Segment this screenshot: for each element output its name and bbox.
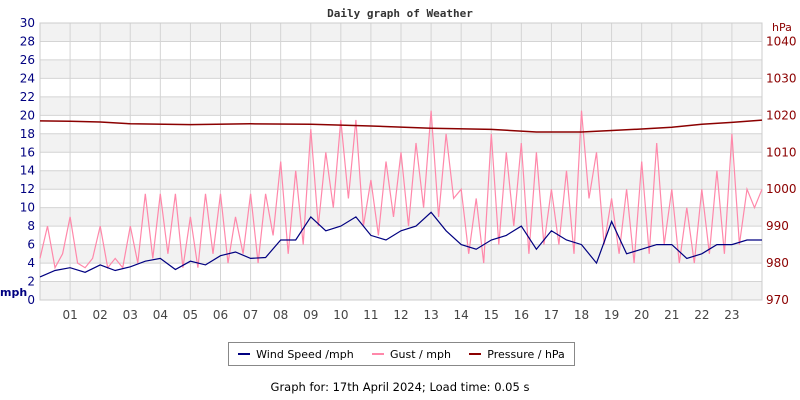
x-tick-label: 22 bbox=[694, 308, 709, 322]
legend-pressure: Pressure / hPa bbox=[469, 348, 565, 361]
left-axis-label: mph bbox=[0, 286, 27, 299]
left-tick-label: 4 bbox=[27, 256, 35, 270]
x-tick-label: 07 bbox=[243, 308, 258, 322]
left-tick-label: 30 bbox=[20, 16, 35, 30]
left-tick-label: 2 bbox=[27, 275, 35, 289]
right-tick-label: 1020 bbox=[766, 108, 797, 122]
x-tick-label: 02 bbox=[93, 308, 108, 322]
x-tick-label: 05 bbox=[183, 308, 198, 322]
left-tick-label: 20 bbox=[20, 108, 35, 122]
legend-wind: Wind Speed /mph bbox=[238, 348, 354, 361]
x-tick-label: 03 bbox=[123, 308, 138, 322]
chart-svg: Daily graph of Weather 02468101214161820… bbox=[0, 7, 797, 322]
pressure-swatch bbox=[469, 353, 482, 355]
legend: Wind Speed /mph Gust / mph Pressure / hP… bbox=[228, 342, 575, 366]
x-tick-label: 14 bbox=[454, 308, 469, 322]
x-tick-label: 04 bbox=[153, 308, 168, 322]
right-tick-label: 1010 bbox=[766, 145, 797, 159]
legend-gust: Gust / mph bbox=[372, 348, 451, 361]
left-tick-label: 26 bbox=[20, 53, 35, 67]
x-tick-label: 20 bbox=[634, 308, 649, 322]
legend-wind-label: Wind Speed /mph bbox=[256, 347, 354, 361]
x-tick-label: 17 bbox=[544, 308, 559, 322]
x-tick-label: 10 bbox=[333, 308, 348, 322]
left-tick-label: 12 bbox=[20, 182, 35, 196]
left-tick-label: 28 bbox=[20, 34, 35, 48]
x-tick-label: 06 bbox=[213, 308, 228, 322]
left-tick-label: 6 bbox=[27, 238, 35, 252]
x-tick-label: 01 bbox=[62, 308, 77, 322]
chart-title: Daily graph of Weather bbox=[327, 7, 473, 20]
left-tick-label: 24 bbox=[20, 71, 35, 85]
footer-text: Graph for: 17th April 2024; Load time: 0… bbox=[270, 380, 530, 394]
x-tick-label: 23 bbox=[724, 308, 739, 322]
plot-border bbox=[39, 22, 763, 301]
x-tick-label: 08 bbox=[273, 308, 288, 322]
wind-speed-line bbox=[39, 211, 762, 278]
legend-gust-label: Gust / mph bbox=[390, 347, 451, 361]
left-tick-label: 18 bbox=[20, 127, 35, 141]
right-tick-label: 1000 bbox=[766, 182, 797, 196]
left-tick-label: 0 bbox=[27, 293, 35, 307]
left-tick-label: 8 bbox=[27, 219, 35, 233]
x-tick-label: 16 bbox=[514, 308, 529, 322]
x-tick-label: 18 bbox=[574, 308, 589, 322]
left-tick-label: 22 bbox=[20, 90, 35, 104]
gust-swatch bbox=[372, 353, 385, 355]
left-tick-label: 10 bbox=[20, 201, 35, 215]
x-tick-label: 13 bbox=[423, 308, 438, 322]
pressure-line bbox=[39, 119, 763, 133]
x-tick-label: 21 bbox=[664, 308, 679, 322]
right-tick-label: 1040 bbox=[766, 34, 797, 48]
right-tick-label: 1030 bbox=[766, 71, 797, 85]
right-tick-label: 970 bbox=[766, 293, 789, 307]
x-tick-label: 12 bbox=[393, 308, 408, 322]
x-tick-label: 19 bbox=[604, 308, 619, 322]
x-tick-label: 11 bbox=[363, 308, 378, 322]
left-tick-label: 14 bbox=[20, 164, 35, 178]
wind-swatch bbox=[238, 353, 251, 355]
right-tick-label: 980 bbox=[766, 256, 789, 270]
x-tick-label: 09 bbox=[303, 308, 318, 322]
gust-line bbox=[39, 110, 763, 270]
right-tick-label: 990 bbox=[766, 219, 789, 233]
legend-pressure-label: Pressure / hPa bbox=[487, 347, 565, 361]
right-axis-label: hPa bbox=[772, 21, 792, 34]
x-tick-label: 15 bbox=[484, 308, 499, 322]
left-tick-label: 16 bbox=[20, 145, 35, 159]
